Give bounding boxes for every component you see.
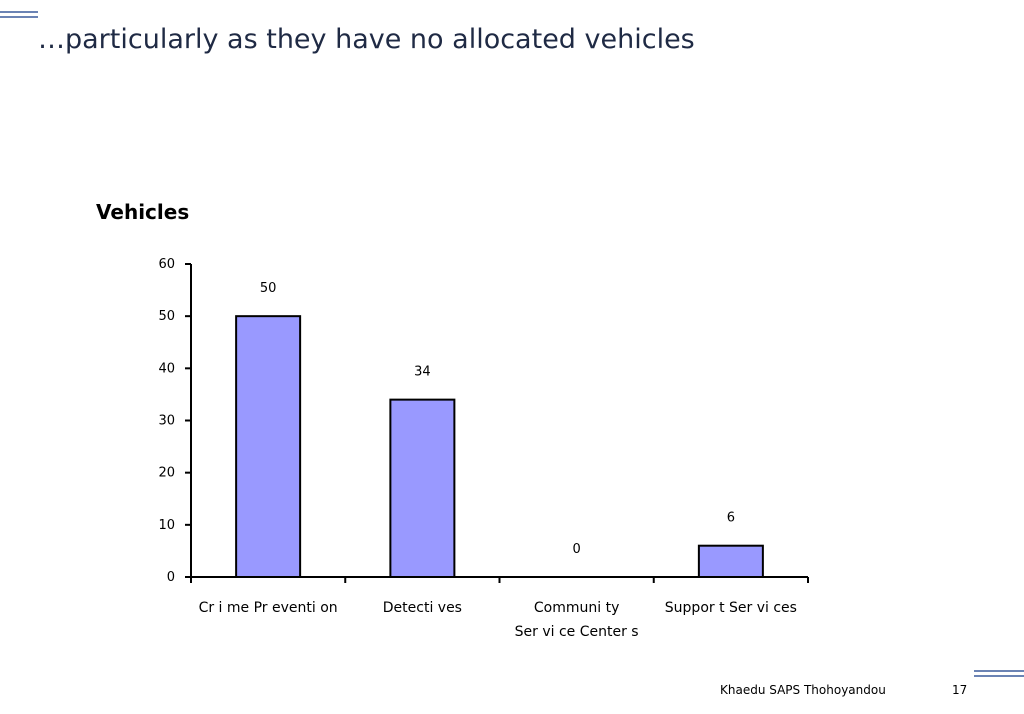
footer-organization: Khaedu SAPS Thohoyandou — [720, 683, 886, 697]
category-label: Ser vi ce Center s — [515, 624, 639, 640]
data-label: 0 — [572, 542, 580, 557]
y-tick-label: 10 — [158, 518, 175, 533]
y-tick-label: 20 — [158, 466, 175, 481]
bar — [697, 544, 764, 579]
page-number: 17 — [952, 683, 968, 697]
data-label: 34 — [414, 365, 431, 380]
data-label: 50 — [260, 281, 277, 296]
category-label: Communi ty — [534, 600, 619, 616]
bar — [235, 315, 302, 578]
category-label: Suppor t Ser vi ces — [665, 600, 797, 616]
y-tick-label: 60 — [158, 257, 175, 272]
top-left-accent-lines — [0, 11, 38, 18]
y-tick-label: 0 — [167, 570, 175, 585]
data-label: 6 — [727, 511, 735, 526]
bar — [389, 398, 456, 578]
category-label: Detecti ves — [383, 600, 462, 616]
chart-title: Vehicles — [96, 200, 190, 224]
category-label: Cr i me Pr eventi on — [199, 600, 338, 616]
y-tick-label: 40 — [158, 361, 175, 376]
y-tick-label: 50 — [158, 309, 175, 324]
bottom-right-accent-lines — [974, 670, 1024, 677]
slide-title: …particularly as they have no allocated … — [38, 24, 695, 55]
y-tick-label: 30 — [158, 414, 175, 429]
